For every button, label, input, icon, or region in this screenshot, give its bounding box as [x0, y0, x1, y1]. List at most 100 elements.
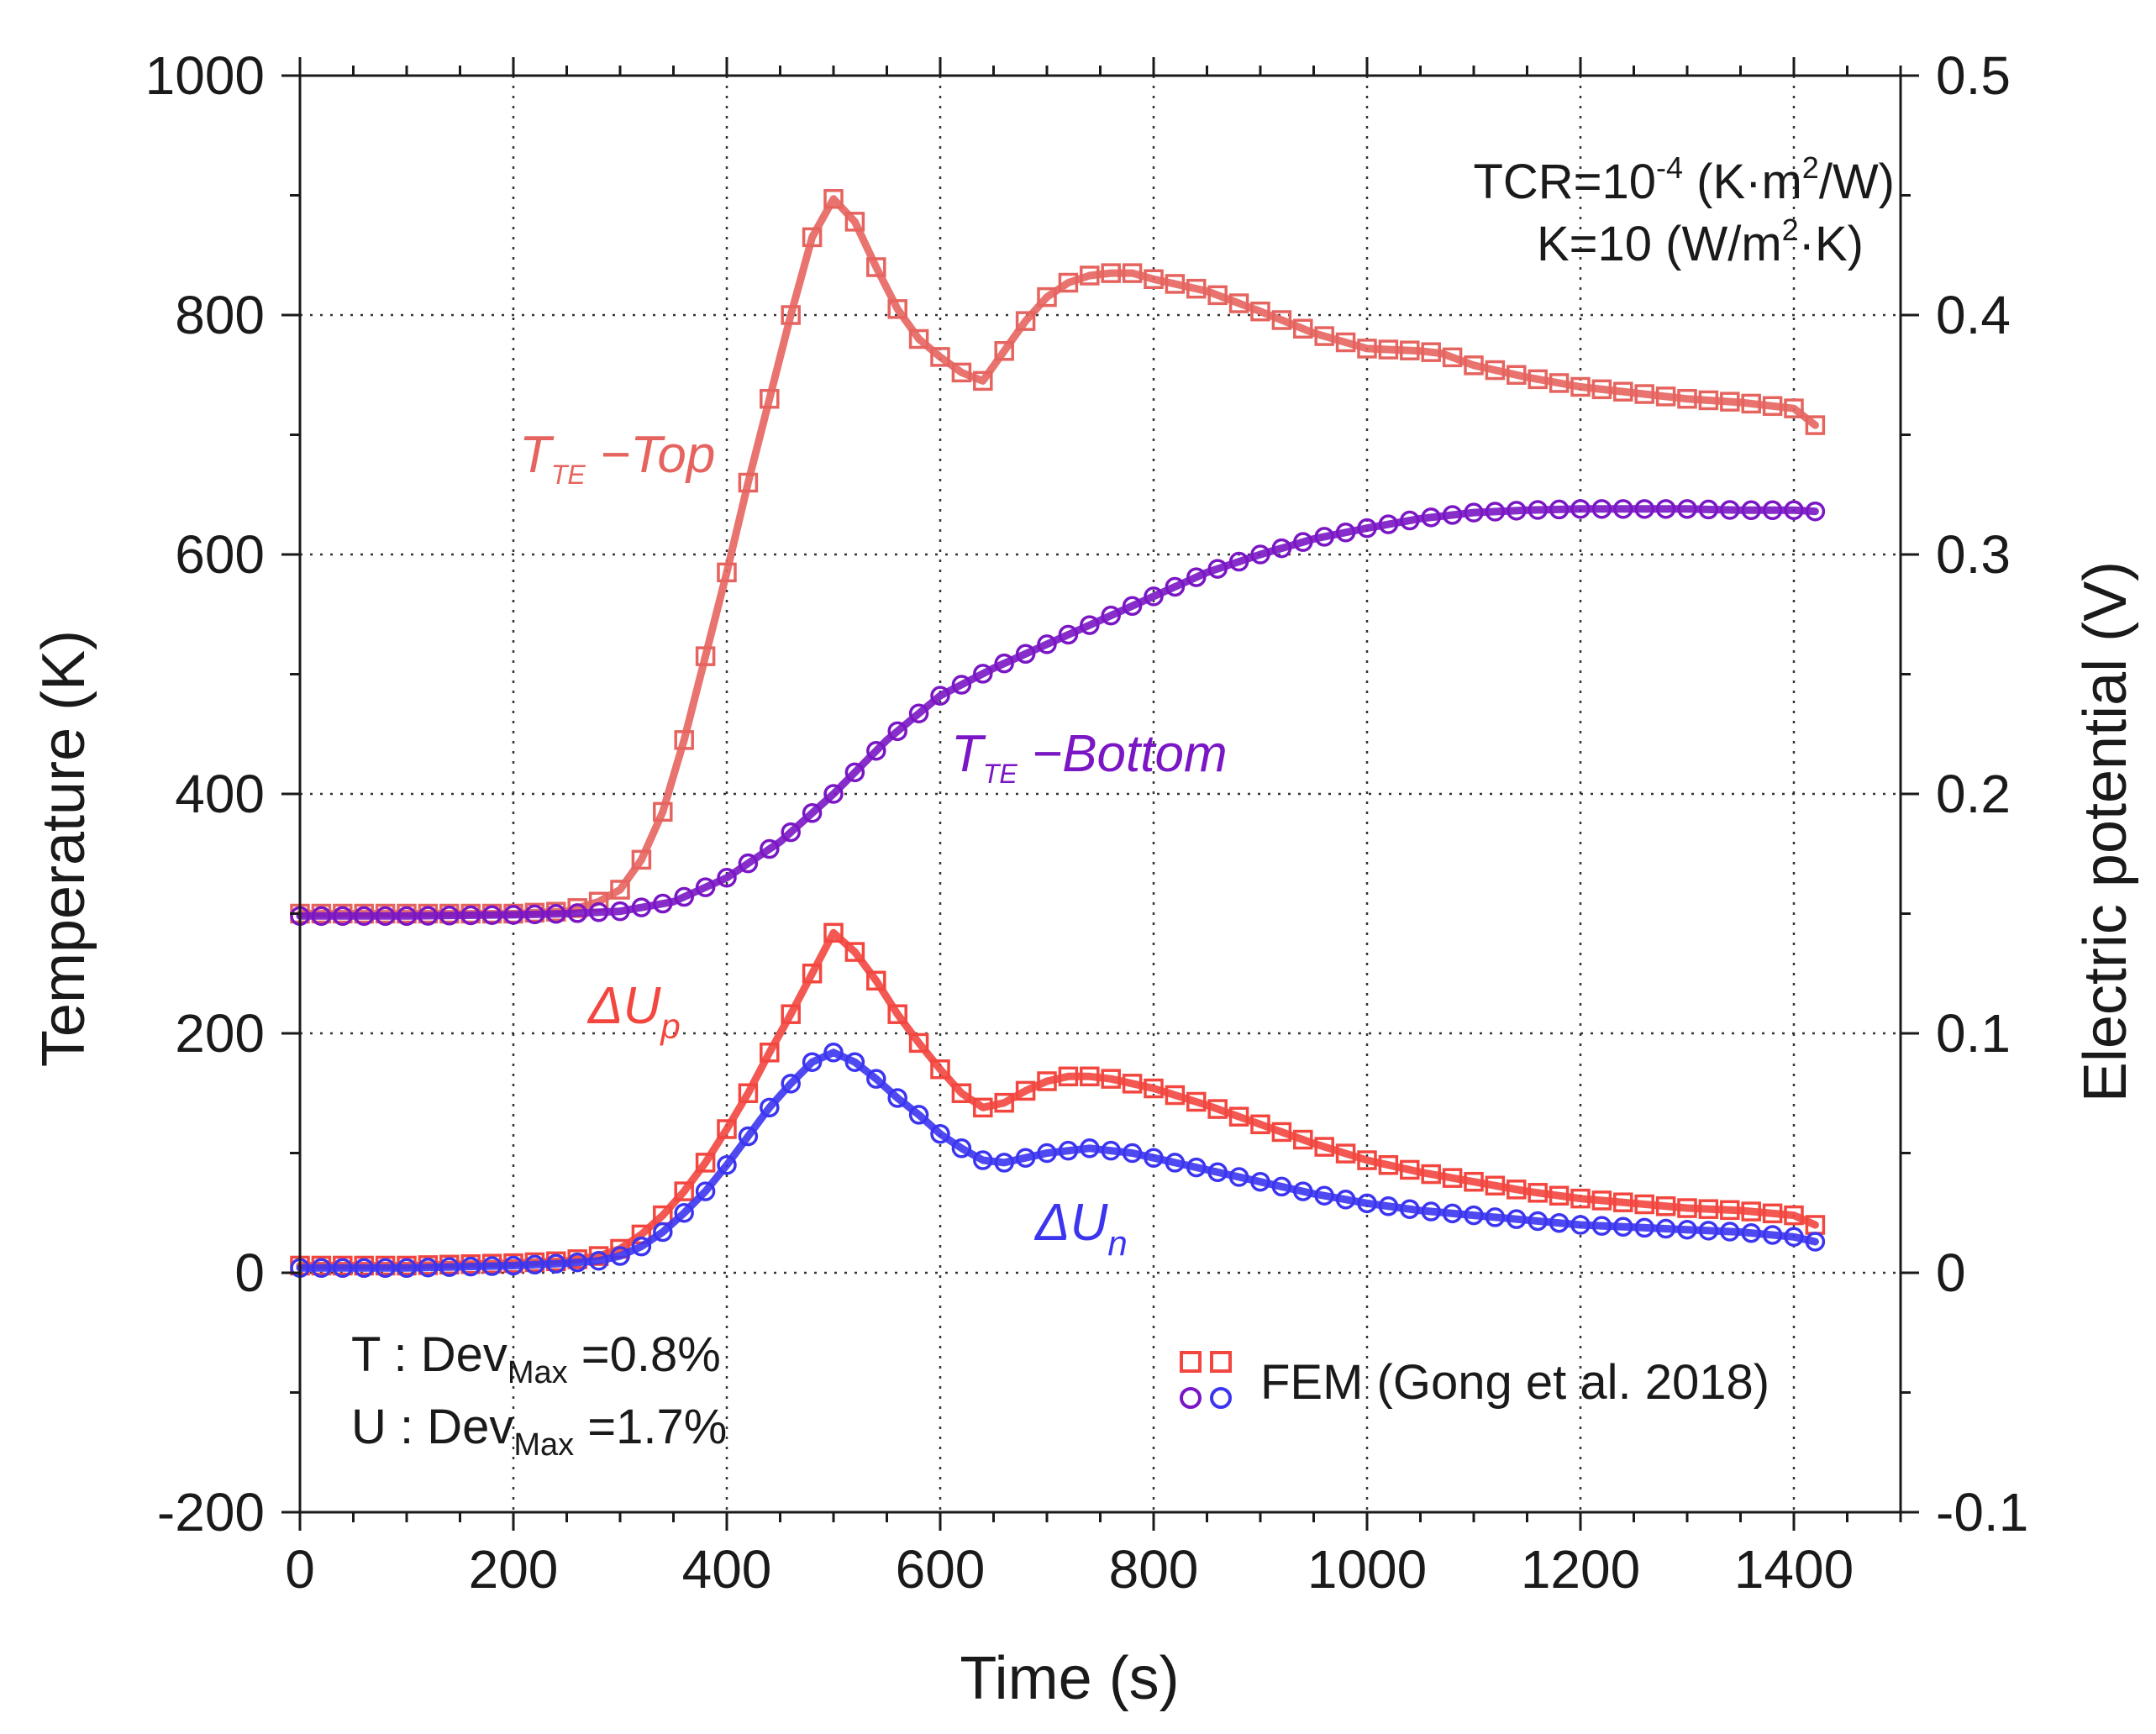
series-du-p-marker — [1207, 1099, 1228, 1119]
x-tick-label: 800 — [1109, 1539, 1199, 1600]
series-du-p-marker — [802, 964, 823, 984]
series-t-top-marker — [1485, 360, 1506, 381]
series-t-bottom-marker — [375, 906, 396, 927]
series-du-n-marker — [418, 1257, 439, 1278]
annotation-tcr-suffix: /W) — [1819, 155, 1895, 209]
series-t-bottom-marker — [1037, 634, 1057, 654]
series-t-bottom-marker — [354, 906, 374, 927]
series-du-n-marker — [1314, 1185, 1334, 1206]
series-t-top-marker — [1464, 355, 1484, 376]
series-du-n-marker — [844, 1052, 865, 1072]
series-du-p — [290, 922, 1826, 1276]
series-du-n-marker — [1613, 1216, 1633, 1237]
series-du-p-marker — [1357, 1150, 1377, 1170]
series-du-p-marker — [1570, 1188, 1591, 1209]
annotation-tcr-mid: (K·m — [1683, 155, 1802, 209]
series-t-bottom-marker — [1421, 507, 1441, 528]
y-tick-label: 800 — [175, 285, 265, 345]
series-du-p-marker — [1741, 1201, 1761, 1222]
y2-tick-label: 0.5 — [1936, 45, 2011, 106]
series-t-bottom-marker — [481, 905, 502, 925]
series-t-bottom-marker — [503, 905, 523, 925]
annotation-dev-u-prefix: U : Dev — [351, 1400, 513, 1454]
series-t-top-marker — [1335, 332, 1356, 353]
series-du-n-marker — [1101, 1140, 1121, 1161]
series-du-p-marker — [674, 1181, 694, 1201]
series-du-n-marker — [1207, 1162, 1228, 1183]
series-du-n-marker — [1485, 1207, 1506, 1227]
series-du-p-marker — [1080, 1066, 1100, 1087]
series-du-p-marker — [1720, 1200, 1740, 1221]
series-du-n-marker — [1421, 1201, 1441, 1222]
series-du-n-marker — [333, 1258, 353, 1279]
series-du-p-marker — [844, 942, 865, 962]
series-du-n-marker — [1144, 1148, 1164, 1168]
label-t-bottom: TTE −Bottom — [951, 725, 1228, 789]
series-du-n-marker — [1507, 1209, 1527, 1229]
series-du-n-marker — [695, 1181, 716, 1201]
series-du-n-marker — [1464, 1205, 1484, 1226]
series-du-p-marker — [1058, 1066, 1079, 1087]
label-t-bottom-sub: TE — [983, 759, 1018, 789]
series-t-top-marker — [1784, 398, 1804, 418]
x-tick-label: 1400 — [1734, 1539, 1854, 1600]
annotation-dev-t-sub: Max — [507, 1355, 568, 1390]
series-t-bottom-marker — [1613, 499, 1633, 519]
series-du-n-marker — [653, 1222, 673, 1243]
series-t-top-marker — [1378, 339, 1399, 360]
series-du-p-marker — [1549, 1185, 1570, 1206]
series-du-n-marker — [1080, 1138, 1100, 1159]
series-t-bottom-marker — [333, 906, 353, 927]
series-du-n-marker — [1762, 1225, 1783, 1245]
legend-text: FEM (Gong et al. 2018) — [1260, 1355, 1769, 1410]
series-t-bottom-marker — [439, 906, 460, 926]
x-tick-label: 1000 — [1307, 1539, 1427, 1600]
series-du-n-marker — [674, 1203, 694, 1223]
annotation-tcr-exp: -4 — [1656, 150, 1683, 185]
series-t-bottom-marker — [524, 904, 545, 925]
series-t-bottom-marker — [930, 686, 950, 706]
series-du-n-marker — [1293, 1181, 1313, 1201]
series-t-bottom-marker — [1485, 502, 1506, 522]
series-du-p-marker — [1335, 1143, 1356, 1164]
series-du-p-marker — [781, 1004, 801, 1024]
series-t-top-marker — [1080, 265, 1100, 286]
label-t-top-rest: −Top — [586, 426, 716, 484]
series-du-p-marker — [1677, 1198, 1697, 1218]
series-du-n-marker — [1186, 1157, 1207, 1178]
series-du-n-marker — [375, 1258, 396, 1279]
series-t-top-marker — [1507, 365, 1527, 385]
series-du-n-marker — [1677, 1219, 1697, 1240]
series-t-bottom-marker — [695, 877, 716, 897]
label-du-n-main: ΔU — [1033, 1194, 1109, 1252]
label-du-p-sub: p — [659, 1006, 680, 1046]
series-du-n-marker — [567, 1252, 587, 1273]
series-t-top-marker — [1400, 340, 1420, 360]
series-t-top-marker — [695, 646, 716, 666]
series-layer — [290, 189, 1826, 1279]
series-du-p-marker — [1634, 1194, 1654, 1215]
label-du-p: ΔUp — [586, 977, 681, 1046]
series-du-p-marker — [1442, 1168, 1463, 1188]
label-t-top: TTE −Top — [519, 426, 715, 490]
series-t-bottom-marker — [311, 906, 332, 927]
y-tick-label: 1000 — [145, 45, 265, 106]
series-t-bottom-marker — [1101, 605, 1121, 626]
series-t-top-marker — [1570, 376, 1591, 397]
series-du-n-marker — [1228, 1167, 1249, 1187]
series-t-top-marker — [1314, 326, 1334, 346]
legend-marker-square-2 — [1210, 1351, 1232, 1373]
series-t-top-marker — [1250, 301, 1270, 322]
series-t-top-marker — [1655, 386, 1676, 407]
series-du-n-marker — [930, 1123, 950, 1144]
series-t-bottom-marker — [567, 903, 587, 923]
series-du-n-marker — [717, 1155, 737, 1175]
y-tick-label: -200 — [157, 1482, 265, 1542]
series-t-bottom-marker — [397, 906, 417, 927]
series-t-bottom-marker — [802, 803, 823, 823]
series-t-top-marker — [1228, 293, 1249, 313]
series-t-bottom-marker — [1507, 501, 1527, 521]
series-t-bottom-marker — [760, 838, 780, 859]
series-du-p-marker — [823, 922, 844, 943]
